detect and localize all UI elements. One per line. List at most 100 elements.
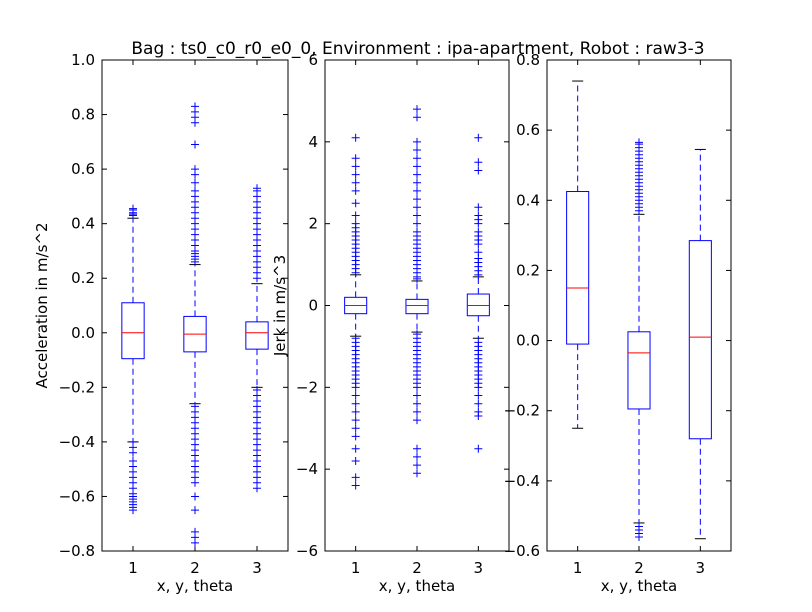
- outlier-point: [413, 203, 421, 212]
- outlier-point: [413, 105, 421, 114]
- y-tick-label: −0.4: [59, 433, 95, 451]
- outlier-point: [191, 538, 199, 547]
- y-tick-label: 0.2: [516, 261, 540, 279]
- box-3: [245, 184, 269, 493]
- outlier-point: [351, 170, 360, 179]
- outlier-point: [635, 138, 643, 147]
- x-tick-label: 2: [634, 559, 644, 577]
- box-iqr: [688, 240, 712, 440]
- outlier-point: [474, 203, 483, 212]
- x-tick-label: 1: [351, 559, 361, 577]
- x-axis-label: x, y, theta: [601, 577, 678, 595]
- axes-frame: [324, 59, 510, 552]
- outlier-point: [413, 219, 421, 228]
- outlier-point: [635, 532, 643, 541]
- outlier-point: [413, 227, 421, 236]
- y-tick-label: 0.0: [516, 332, 540, 350]
- box-iqr: [566, 191, 590, 345]
- outlier-point: [191, 478, 199, 487]
- x-axis-label: x, y, theta: [157, 577, 234, 595]
- box-iqr: [121, 302, 145, 360]
- outlier-point: [413, 444, 421, 453]
- outlier-point: [351, 424, 360, 433]
- y-tick-label: 0.4: [516, 191, 540, 209]
- outlier-point: [351, 211, 360, 220]
- outlier-point: [413, 416, 421, 425]
- outlier-point: [351, 133, 360, 142]
- outlier-point: [413, 469, 421, 478]
- outlier-point: [413, 452, 421, 461]
- x-tick-label: 3: [474, 559, 484, 577]
- outlier-point: [129, 204, 137, 213]
- y-tick-label: 0.2: [71, 269, 95, 287]
- box-iqr: [627, 331, 651, 410]
- box-1: [344, 133, 368, 490]
- outlier-point: [191, 492, 199, 501]
- outlier-point: [413, 195, 421, 204]
- outlier-point: [351, 199, 360, 208]
- outlier-point: [351, 162, 360, 171]
- y-tick-label: −6: [296, 542, 318, 560]
- outlier-point: [413, 170, 421, 179]
- outlier-point: [351, 186, 360, 195]
- y-tick-label: 2: [308, 215, 318, 233]
- outlier-point: [474, 391, 483, 400]
- figure-title: Bag : ts0_c0_r0_e0_0, Environment : ipa-…: [131, 39, 704, 59]
- outlier-point: [191, 186, 199, 195]
- box-iqr: [245, 321, 269, 350]
- outlier-point: [413, 399, 421, 408]
- subplot-2: −6 −4 −2 0 2 4 6 1 2 3 x, y, theta Jerk in m/s^3: [271, 51, 510, 595]
- y-tick-label: 0.4: [71, 215, 95, 233]
- outlier-point: [474, 166, 483, 175]
- y-tick-label: −0.2: [59, 378, 95, 396]
- outlier-point: [191, 178, 199, 187]
- outlier-point: [474, 158, 483, 167]
- x-tick-label: 1: [128, 559, 138, 577]
- y-tick-label: −0.6: [504, 542, 540, 560]
- axes-frame: [101, 59, 289, 552]
- outlier-point: [413, 407, 421, 416]
- outlier-point: [351, 391, 360, 400]
- outlier-point: [351, 473, 360, 482]
- outlier-point: [351, 432, 360, 441]
- box-1: [566, 80, 590, 429]
- x-tick-label: 3: [696, 559, 706, 577]
- y-tick-label: 1.0: [71, 51, 95, 69]
- outlier-point: [351, 444, 360, 453]
- x-tick-label: 2: [412, 559, 422, 577]
- outlier-point: [191, 102, 199, 111]
- outlier-point: [351, 399, 360, 408]
- outlier-point: [474, 133, 483, 142]
- outlier-point: [351, 383, 360, 392]
- subplot-1: −0.8 −0.6 −0.4 −0.2 0.0 0.2 0.4 0.6 0.8 1.0 1 2 3 x, …: [33, 51, 289, 595]
- outlier-point: [413, 137, 421, 146]
- outlier-point: [129, 506, 137, 515]
- outlier-point: [351, 456, 360, 465]
- x-tick-label: 1: [573, 559, 583, 577]
- y-tick-label: 6: [308, 51, 318, 69]
- outlier-point: [351, 219, 360, 228]
- y-tick-label: −0.2: [504, 402, 540, 420]
- outlier-point: [351, 407, 360, 416]
- x-axis-label: x, y, theta: [379, 577, 456, 595]
- outlier-point: [413, 162, 421, 171]
- outlier-point: [474, 444, 483, 453]
- outlier-point: [474, 383, 483, 392]
- y-tick-label: −4: [296, 460, 318, 478]
- y-tick-label: 0.8: [71, 106, 95, 124]
- axes-frame: [546, 59, 732, 552]
- y-tick-label: −2: [296, 378, 318, 396]
- x-tick-label: 3: [252, 559, 262, 577]
- outlier-point: [474, 248, 483, 257]
- outlier-point: [351, 416, 360, 425]
- subplots: −0.8 −0.6 −0.4 −0.2 0.0 0.2 0.4 0.6 0.8 1.0 1 2 3 x, …: [33, 51, 732, 595]
- y-tick-label: −0.8: [59, 542, 95, 560]
- outlier-point: [413, 461, 421, 470]
- y-tick-label: 0.0: [71, 324, 95, 342]
- y-tick-label: 0.6: [71, 160, 95, 178]
- outlier-point: [413, 113, 421, 122]
- outlier-point: [253, 484, 261, 493]
- x-tick-label: 2: [190, 559, 200, 577]
- box-3: [688, 148, 712, 540]
